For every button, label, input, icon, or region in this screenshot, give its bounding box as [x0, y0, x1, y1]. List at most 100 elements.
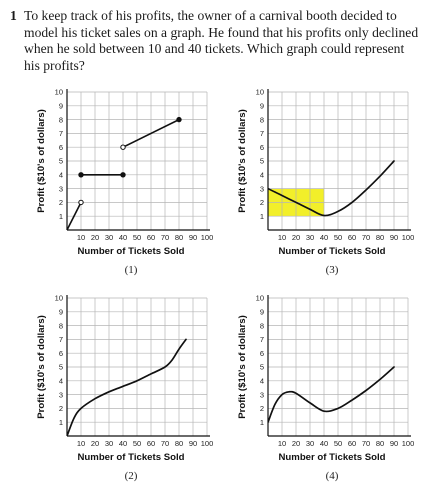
y-tick-label: 9: [59, 308, 63, 317]
x-tick-label: 60: [348, 233, 356, 242]
y-tick-label: 2: [59, 404, 63, 413]
y-tick-label: 5: [260, 157, 264, 166]
x-tick-label: 80: [376, 233, 384, 242]
y-tick-label: 3: [59, 184, 63, 193]
x-tick-label: 10: [77, 233, 85, 242]
x-tick-label: 30: [105, 439, 113, 448]
x-tick-label: 30: [306, 439, 314, 448]
x-tick-label: 100: [201, 233, 214, 242]
y-tick-label: 7: [260, 335, 264, 344]
x-tick-label: 20: [91, 233, 99, 242]
y-tick-label: 1: [260, 212, 264, 221]
x-tick-label: 80: [175, 233, 183, 242]
x-tick-label: 30: [105, 233, 113, 242]
y-tick-label: 4: [260, 171, 264, 180]
y-tick-label: 7: [59, 129, 63, 138]
y-tick-label: 1: [260, 418, 264, 427]
y-tick-label: 5: [260, 363, 264, 372]
y-tick-label: 10: [55, 294, 63, 303]
x-tick-label: 60: [147, 233, 155, 242]
line-segment: [122, 118, 180, 148]
y-tick-label: 10: [256, 294, 264, 303]
x-tick-label: 50: [334, 439, 342, 448]
x-tick-label: 100: [402, 233, 415, 242]
graph-3: 10 20 30 40 50 60 70 80 90 100 1 2 3 4 5 6 7 8 9 10 Number o…: [36, 294, 213, 482]
x-tick-label: 80: [376, 439, 384, 448]
x-tick-label: 20: [292, 233, 300, 242]
x-tick-label: 50: [133, 233, 141, 242]
x-tick-label: 60: [348, 439, 356, 448]
x-tick-label: 90: [189, 439, 197, 448]
data-series: [268, 160, 395, 217]
x-tick-label: 100: [402, 439, 415, 448]
y-tick-label: 4: [59, 377, 63, 386]
y-tick-label: 9: [59, 102, 63, 111]
x-tick-label: 40: [119, 439, 127, 448]
y-tick-label: 9: [260, 308, 264, 317]
y-tick-label: 10: [55, 88, 63, 97]
y-axis-title: Profit ($10's of dollars): [237, 315, 248, 419]
y-tick-label: 6: [59, 143, 63, 152]
data-series: [67, 338, 187, 436]
x-tick-label: 70: [362, 233, 370, 242]
y-tick-label: 8: [260, 115, 264, 124]
y-tick-label: 9: [260, 102, 264, 111]
profit-curve: [268, 160, 395, 217]
y-tick-label: 3: [260, 184, 264, 193]
profit-curve: [67, 338, 187, 436]
y-tick-label: 5: [59, 157, 63, 166]
x-axis-title: Number of Tickets Sold: [78, 246, 185, 257]
graph-caption: (3): [326, 264, 339, 276]
graph-4: 10 20 30 40 50 60 70 80 90 100 1 2 3 4 5 6 7 8 9 10 Number o…: [237, 294, 414, 482]
y-tick-label: 3: [260, 390, 264, 399]
y-tick-label: 1: [59, 212, 63, 221]
x-axis-title: Number of Tickets Sold: [279, 452, 386, 463]
x-tick-label: 10: [278, 439, 286, 448]
x-tick-label: 90: [189, 233, 197, 242]
data-series: [268, 366, 395, 424]
y-tick-label: 4: [59, 171, 63, 180]
graph-caption: (1): [125, 264, 138, 276]
open-point: [78, 199, 84, 206]
y-tick-label: 8: [59, 115, 63, 124]
question-text: To keep track of his profits, the owner …: [24, 8, 419, 73]
graph-2: 10 20 30 40 50 60 70 80 90 100 1 2 3 4 5 6 7 8 9 10 Number o…: [237, 88, 414, 276]
closed-point: [120, 172, 126, 178]
line-segment: [66, 202, 82, 231]
x-tick-label: 10: [278, 233, 286, 242]
open-point: [120, 144, 126, 150]
question-number: 1: [10, 8, 17, 23]
x-axis-title: Number of Tickets Sold: [279, 246, 386, 257]
y-axis-title: Profit ($10's of dollars): [237, 109, 248, 213]
y-tick-label: 8: [260, 321, 264, 330]
y-axis-title: Profit ($10's of dollars): [36, 109, 47, 213]
x-tick-label: 60: [147, 439, 155, 448]
y-tick-label: 4: [260, 377, 264, 386]
x-tick-label: 70: [161, 439, 169, 448]
x-tick-label: 50: [334, 233, 342, 242]
x-tick-label: 40: [320, 233, 328, 242]
y-tick-label: 2: [260, 198, 264, 207]
x-tick-label: 10: [77, 439, 85, 448]
y-tick-label: 2: [260, 404, 264, 413]
profit-curve: [268, 366, 395, 424]
x-tick-label: 90: [390, 233, 398, 242]
graph-caption: (4): [326, 470, 339, 482]
y-tick-label: 10: [256, 88, 264, 97]
x-tick-label: 30: [306, 233, 314, 242]
closed-point: [176, 116, 182, 123]
y-tick-label: 8: [59, 321, 63, 330]
y-tick-label: 3: [59, 390, 63, 399]
x-axis-title: Number of Tickets Sold: [78, 452, 185, 463]
x-tick-label: 20: [91, 439, 99, 448]
y-tick-label: 7: [59, 335, 63, 344]
x-tick-label: 70: [362, 439, 370, 448]
x-tick-label: 80: [175, 439, 183, 448]
y-tick-label: 6: [260, 349, 264, 358]
y-axis-title: Profit ($10's of dollars): [36, 315, 47, 419]
y-tick-label: 2: [59, 198, 63, 207]
x-tick-label: 100: [201, 439, 214, 448]
y-tick-label: 7: [260, 129, 264, 138]
x-tick-label: 90: [390, 439, 398, 448]
